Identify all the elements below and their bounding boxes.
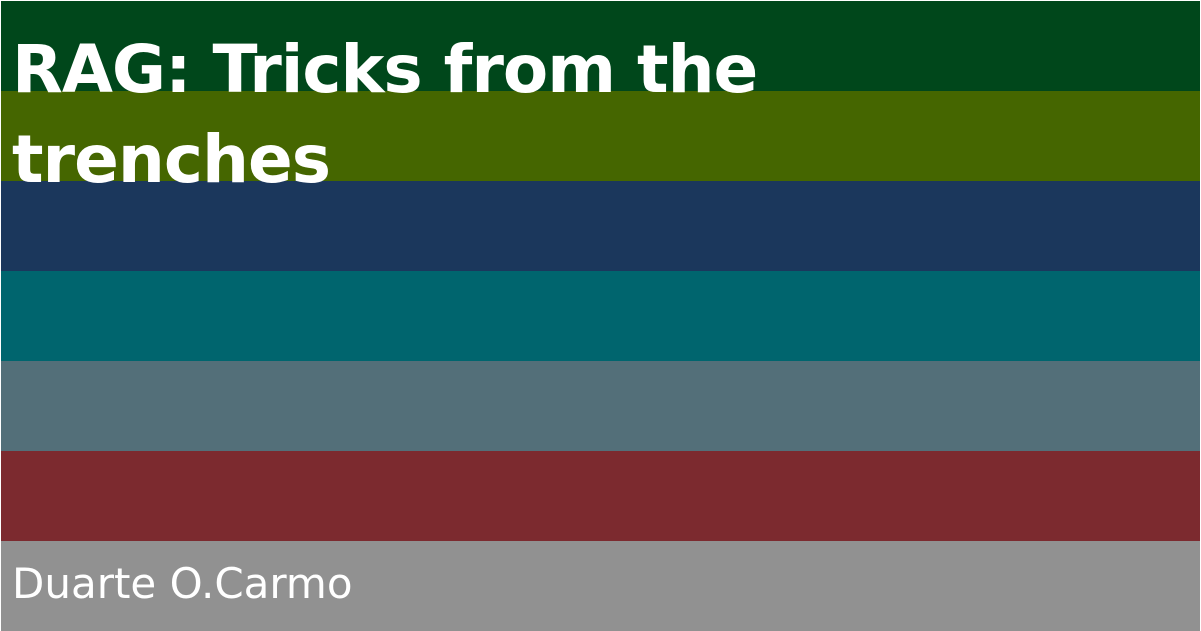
stripe-6 bbox=[1, 451, 1200, 541]
page-title: RAG: Tricks from the trenches bbox=[12, 31, 758, 198]
author-name: Duarte O.Carmo bbox=[12, 559, 353, 608]
stripe-1 bbox=[1, 1, 1200, 91]
stripe-7 bbox=[1, 541, 1200, 631]
stripe-3 bbox=[1, 181, 1200, 271]
stripe-5 bbox=[1, 361, 1200, 451]
stripe-2 bbox=[1, 91, 1200, 181]
stripe-4 bbox=[1, 271, 1200, 361]
